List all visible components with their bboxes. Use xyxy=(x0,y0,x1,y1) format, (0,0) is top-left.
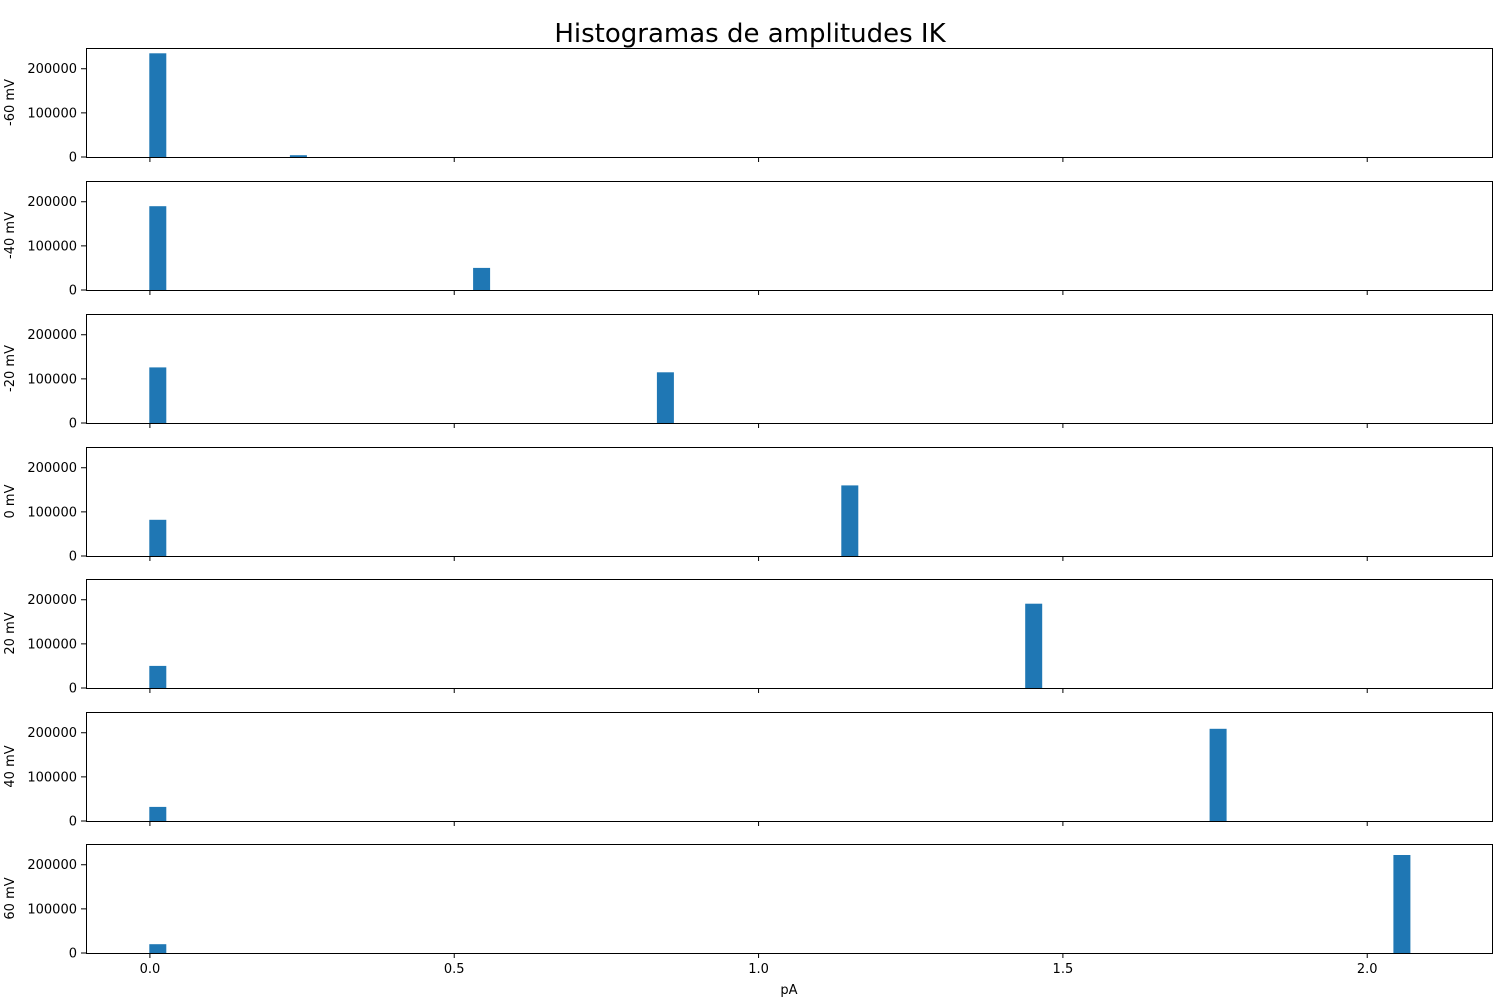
y-tick-label: 0 xyxy=(69,947,77,962)
y-tick-label: 100000 xyxy=(27,239,77,254)
panel-frame xyxy=(86,314,1493,424)
panel-0: 0 100000 200000 -60 mV xyxy=(3,48,1493,166)
histogram-bar xyxy=(656,372,674,423)
y-tick-label: 200000 xyxy=(27,593,77,608)
histogram-bar xyxy=(841,485,859,556)
panel-3: 0 100000 200000 0 mV xyxy=(3,447,1493,565)
y-tick-label: 200000 xyxy=(27,461,77,476)
x-tick-label: 1.5 xyxy=(1053,962,1074,977)
y-tick-label: 0 xyxy=(69,284,77,299)
y-tick-label: 0 xyxy=(69,417,77,432)
histogram-bar xyxy=(1209,728,1227,821)
y-tick-label: 100000 xyxy=(27,106,77,121)
histogram-bar xyxy=(149,519,167,556)
chart-title: Histogramas de amplitudes IK xyxy=(554,19,946,49)
x-axis: 0.0 0.5 1.0 1.5 2.0 xyxy=(140,962,1378,977)
y-axis-label: 0 mV xyxy=(3,484,18,518)
y-tick-label: 200000 xyxy=(27,726,77,741)
y-axis-label: -40 mV xyxy=(3,212,18,259)
x-tick-label: 2.0 xyxy=(1357,962,1378,977)
x-tick-label: 1.0 xyxy=(748,962,769,977)
histogram-bar xyxy=(1393,855,1411,953)
y-axis-label: 40 mV xyxy=(3,745,18,787)
panel-4: 0 100000 200000 20 mV xyxy=(3,579,1493,697)
panels-layer: 0 100000 200000 -60 mV 0 100000 200000 -40 mV 0 1… xyxy=(3,48,1493,962)
y-axis-label: 20 mV xyxy=(3,612,18,654)
y-tick-label: 200000 xyxy=(27,858,77,873)
panel-frame xyxy=(86,48,1493,158)
histogram-bar xyxy=(289,155,307,157)
panel-6: 0 100000 200000 60 mV xyxy=(3,844,1493,962)
histogram-bar xyxy=(149,53,167,157)
y-tick-label: 0 xyxy=(69,151,77,166)
y-tick-label: 0 xyxy=(69,682,77,697)
y-tick-label: 100000 xyxy=(27,770,77,785)
x-tick-label: 0.5 xyxy=(444,962,465,977)
panel-1: 0 100000 200000 -40 mV xyxy=(3,181,1493,299)
histogram-bar xyxy=(149,944,167,953)
x-tick-label: 0.0 xyxy=(140,962,161,977)
y-axis-label: 60 mV xyxy=(3,877,18,919)
x-axis-label: pA xyxy=(780,983,797,998)
panel-frame xyxy=(86,712,1493,822)
histogram-bar xyxy=(149,367,167,423)
y-tick-label: 200000 xyxy=(27,62,77,77)
panel-frame xyxy=(86,844,1493,954)
y-tick-label: 100000 xyxy=(27,505,77,520)
histogram-bar xyxy=(149,665,167,688)
histogram-bar xyxy=(149,206,167,290)
histogram-bar xyxy=(473,267,491,290)
histogram-bar xyxy=(1025,603,1043,688)
panel-frame xyxy=(86,579,1493,689)
panel-5: 0 100000 200000 40 mV xyxy=(3,712,1493,830)
y-tick-label: 0 xyxy=(69,550,77,565)
y-tick-label: 100000 xyxy=(27,902,77,917)
y-axis-label: -20 mV xyxy=(3,345,18,392)
panel-frame xyxy=(86,447,1493,557)
y-tick-label: 0 xyxy=(69,815,77,830)
y-tick-label: 200000 xyxy=(27,195,77,210)
y-tick-label: 200000 xyxy=(27,328,77,343)
y-axis-label: -60 mV xyxy=(3,79,18,126)
panel-2: 0 100000 200000 -20 mV xyxy=(3,314,1493,432)
y-tick-label: 100000 xyxy=(27,637,77,652)
y-tick-label: 100000 xyxy=(27,372,77,387)
panel-frame xyxy=(86,181,1493,291)
histogram-bar xyxy=(149,806,167,821)
